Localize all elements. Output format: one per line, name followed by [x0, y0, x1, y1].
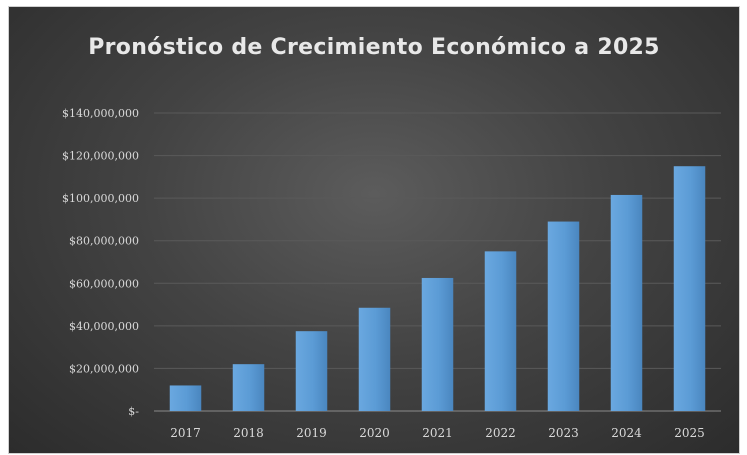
x-tick-label: 2025 — [674, 426, 705, 440]
bar-2022 — [484, 251, 517, 411]
y-axis-labels: $- $20,000,000 $40,000,000 $60,000,000 $80,0… — [62, 107, 139, 418]
x-tick-label: 2018 — [233, 426, 264, 440]
x-tick-label: 2019 — [296, 426, 327, 440]
bar-chart: $- $20,000,000 $40,000,000 $60,000,000 $80,0… — [62, 107, 721, 440]
bar-2019 — [295, 331, 328, 411]
x-axis-labels: 2017 2018 2019 2020 2021 2022 2023 2024 2025 — [170, 426, 705, 440]
x-tick-label: 2017 — [170, 426, 201, 440]
chart-title: Pronóstico de Crecimiento Económico a 20… — [88, 35, 660, 60]
y-tick-label: $- — [128, 405, 139, 418]
y-tick-label: $60,000,000 — [69, 277, 139, 290]
y-tick-label: $40,000,000 — [69, 320, 139, 333]
x-tick-label: 2023 — [548, 426, 579, 440]
x-tick-label: 2021 — [422, 426, 453, 440]
x-tick-label: 2020 — [359, 426, 390, 440]
bar-2018 — [232, 364, 265, 411]
x-tick-label: 2024 — [611, 426, 642, 440]
bar-2024 — [610, 194, 643, 411]
bars — [169, 166, 706, 411]
x-tick-label: 2022 — [485, 426, 516, 440]
bar-2023 — [547, 221, 580, 411]
bar-2025 — [673, 166, 706, 411]
y-tick-label: $100,000,000 — [62, 192, 139, 205]
y-tick-label: $80,000,000 — [69, 235, 139, 248]
bar-2020 — [358, 307, 391, 411]
bar-2021 — [421, 277, 454, 411]
y-tick-label: $20,000,000 — [69, 362, 139, 375]
chart-frame: Pronóstico de Crecimiento Económico a 20… — [8, 6, 740, 454]
bar-2017 — [169, 385, 202, 411]
y-tick-label: $140,000,000 — [62, 107, 139, 120]
y-tick-label: $120,000,000 — [62, 150, 139, 163]
